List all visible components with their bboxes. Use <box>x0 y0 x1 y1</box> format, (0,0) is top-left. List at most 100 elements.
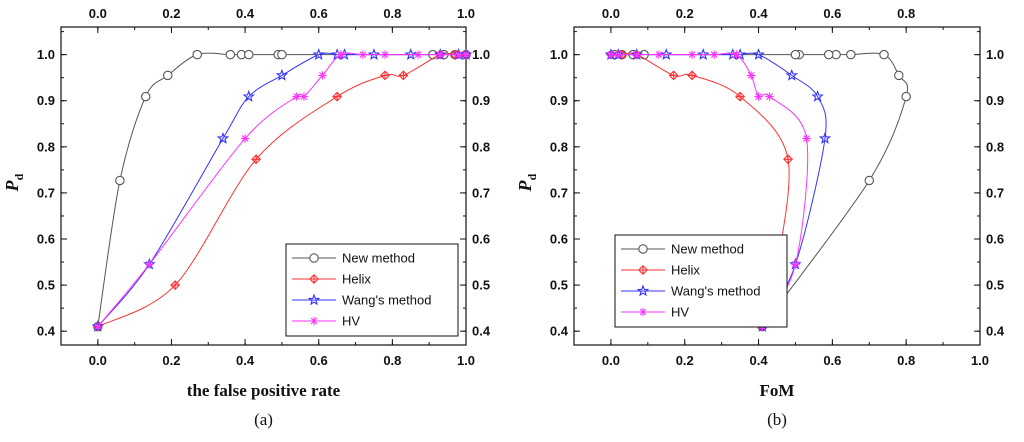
data-point <box>791 260 800 269</box>
y-tick-label-left: 0.4 <box>37 324 56 339</box>
data-point <box>251 154 262 165</box>
x-tick-label-bottom: 0.4 <box>750 353 769 368</box>
data-point <box>811 90 824 102</box>
data-point <box>216 131 230 144</box>
data-point <box>687 50 697 59</box>
data-point <box>145 260 154 269</box>
data-point <box>668 70 679 81</box>
y-tick-label-right: 1.0 <box>986 47 1004 62</box>
x-tick-label-top: 0.4 <box>236 6 255 21</box>
x-tick-label-top: 0.0 <box>602 6 620 21</box>
data-point <box>398 70 409 81</box>
data-point <box>192 49 202 60</box>
y-axis-title: P <box>515 180 535 193</box>
data-point <box>336 50 346 59</box>
legend-swatch-marker <box>309 274 319 284</box>
x-axis-title: the false positive rate <box>187 381 341 400</box>
data-point <box>461 50 471 59</box>
x-tick-label-top: 0.8 <box>383 6 401 21</box>
y-tick-label-right: 0.4 <box>986 324 1005 339</box>
x-tick-label-bottom: 1.0 <box>457 353 475 368</box>
data-point <box>785 68 799 81</box>
data-point <box>332 91 343 102</box>
data-point <box>864 175 875 186</box>
y-tick-label-right: 0.7 <box>472 185 490 200</box>
data-point <box>696 48 710 60</box>
data-point <box>802 134 811 143</box>
legend: New method Helix Wang's method HV <box>614 234 788 328</box>
data-point <box>632 50 641 59</box>
x-tick-label-top: 1.0 <box>457 6 475 21</box>
x-tick-label-bottom: 0.8 <box>383 353 401 368</box>
chart-panel-a: 0.0 0.2 0.4 0.6 0.8 1.0 0.0 0.2 0.4 0.6 0.8 1.0 0.4 0… <box>2 6 491 429</box>
data-point <box>380 70 390 81</box>
y-tick-label-left: 0.6 <box>550 232 568 247</box>
data-point <box>242 90 256 102</box>
legend-entry: Helix <box>671 263 700 278</box>
series-hv <box>93 50 471 331</box>
y-tick-label-right: 0.5 <box>472 278 490 293</box>
data-point <box>614 50 623 59</box>
data-point <box>225 49 236 60</box>
data-point <box>783 154 794 165</box>
data-point <box>454 50 463 59</box>
data-point <box>367 48 381 60</box>
legend-entry: New method <box>342 251 415 266</box>
data-point <box>413 50 423 59</box>
y-tick-label-left: 0.8 <box>37 139 55 154</box>
data-point <box>754 92 763 101</box>
legend: New method Helix Wang's method HV <box>285 243 459 337</box>
legend-swatch-marker <box>638 244 648 254</box>
data-point <box>765 92 774 101</box>
x-tick-label-bottom: 0.2 <box>676 353 694 368</box>
y-axis-title: P <box>2 180 22 193</box>
legend-swatch-marker <box>307 293 321 306</box>
legend-entry: Wang's method <box>342 293 431 308</box>
x-tick-label-top: 0.2 <box>676 6 694 21</box>
x-tick-label-top: 0.0 <box>89 6 107 21</box>
y-tick-label-right: 0.6 <box>472 232 490 247</box>
x-tick-label-bottom: 0.6 <box>823 353 841 368</box>
data-point <box>277 49 287 60</box>
data-point <box>687 70 698 81</box>
legend-swatch-marker <box>636 284 650 297</box>
plot-frame <box>573 26 981 346</box>
data-point <box>823 49 834 60</box>
y-axis-title-subscript: d <box>12 173 26 180</box>
x-tick-label-bottom: 0.0 <box>89 353 107 368</box>
y-tick-label-left: 0.7 <box>37 185 55 200</box>
legend-entry: Wang's method <box>671 284 760 299</box>
data-point <box>93 322 103 331</box>
y-tick-label-right: 0.7 <box>986 185 1004 200</box>
data-point <box>818 131 832 144</box>
x-tick-label-bottom: 0.2 <box>162 353 180 368</box>
plot-frame <box>60 26 467 346</box>
data-point <box>318 71 327 80</box>
y-tick-label-left: 1.0 <box>37 47 55 62</box>
data-point <box>901 91 911 102</box>
y-tick-label-left: 0.4 <box>550 324 569 339</box>
y-tick-label-right: 0.6 <box>986 232 1004 247</box>
data-point <box>894 70 904 81</box>
y-tick-label-right: 1.0 <box>472 47 490 62</box>
panel-label: (a) <box>254 410 273 429</box>
y-tick-label-left: 0.9 <box>550 93 568 108</box>
y-tick-label-left: 0.9 <box>37 93 55 108</box>
y-tick-label-right: 0.8 <box>472 139 490 154</box>
y-tick-label-right: 0.9 <box>986 93 1004 108</box>
data-point <box>240 134 250 143</box>
data-point <box>654 50 664 59</box>
x-tick-label-top: 0.6 <box>823 6 841 21</box>
y-tick-label-right: 0.8 <box>986 139 1004 154</box>
y-tick-label-left: 0.7 <box>550 185 568 200</box>
x-tick-label-bottom: 0.4 <box>236 353 255 368</box>
legend-entry: New method <box>671 242 744 257</box>
x-axis-title: FoM <box>760 381 795 400</box>
data-point <box>846 49 856 60</box>
x-tick-label-bottom: 0.0 <box>602 353 620 368</box>
data-point <box>732 50 741 59</box>
legend-entry: HV <box>342 314 360 329</box>
series-hv <box>606 50 811 331</box>
data-point <box>380 50 390 59</box>
